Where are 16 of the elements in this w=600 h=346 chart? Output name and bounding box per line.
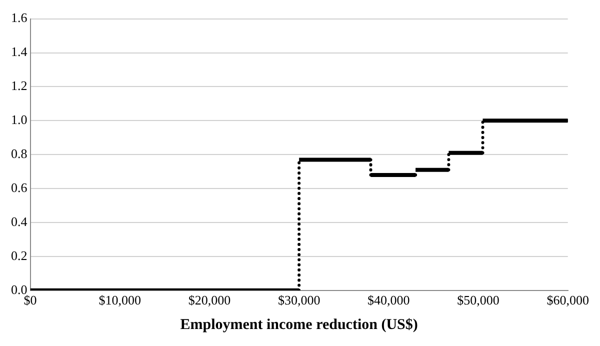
y-tick-label: 0.4	[11, 214, 28, 229]
x-tick-label: $50,000	[457, 292, 500, 308]
x-tick-label: $30,000	[278, 292, 320, 308]
y-tick-label: 0.2	[11, 248, 28, 263]
y-tick-label: 0.6	[11, 180, 28, 195]
x-tick-label: $40,000	[368, 292, 410, 308]
y-tick-label: 1.4	[11, 44, 28, 60]
x-tick-label: $0	[24, 292, 37, 308]
x-tick-label: $10,000	[98, 292, 141, 308]
y-tick-label: 1.2	[11, 78, 28, 94]
x-axis-title: Employment income reduction (US$)	[180, 316, 418, 333]
x-tick-label: $60,000	[546, 292, 589, 308]
y-tick-label: 1.6	[11, 10, 28, 26]
y-tick-label: 0.8	[11, 146, 28, 162]
y-tick-label: 1.0	[11, 112, 28, 128]
x-tick-label: $20,000	[188, 292, 231, 308]
